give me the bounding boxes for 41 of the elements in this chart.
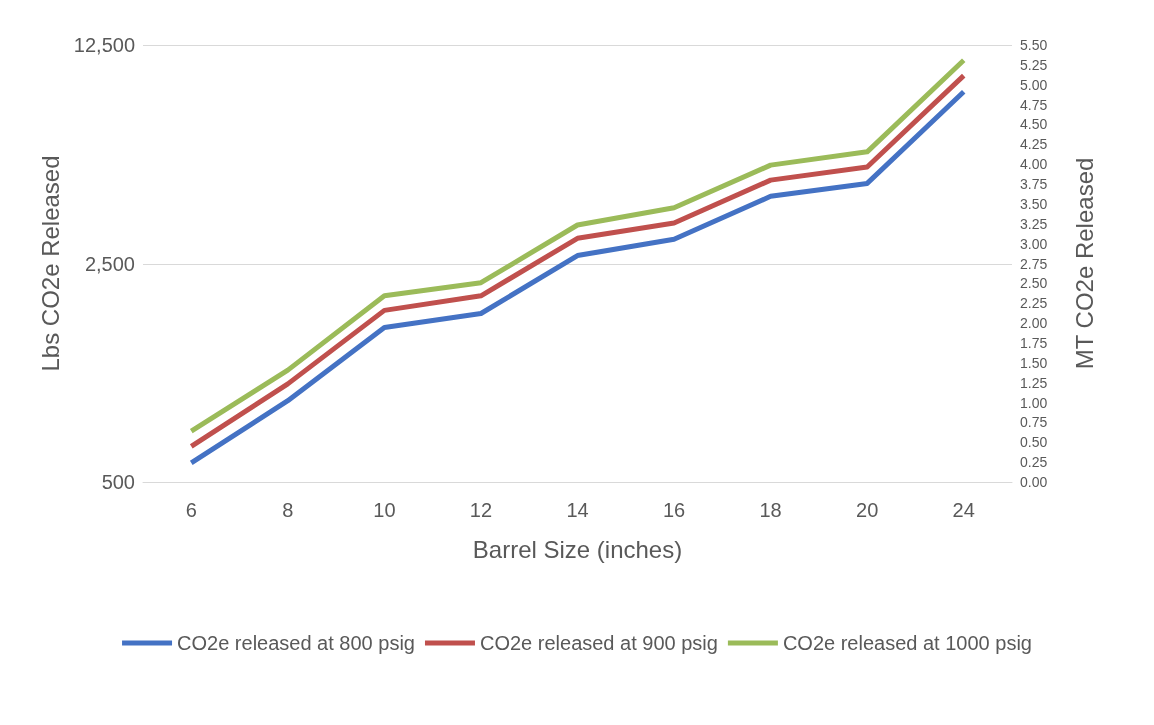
y-tick-label: 2,500 bbox=[84, 252, 135, 275]
y2-tick-label: 2.75 bbox=[1020, 255, 1048, 272]
x-tick-label: 18 bbox=[759, 499, 782, 521]
y-tick-label: 500 bbox=[101, 471, 135, 493]
x-tick-label: 20 bbox=[856, 499, 879, 521]
y2-tick-label: 3.25 bbox=[1020, 215, 1048, 232]
y2-tick-label: 0.00 bbox=[1020, 474, 1048, 490]
y2-tick-label: 1.75 bbox=[1020, 334, 1048, 351]
y2-tick-label: 4.25 bbox=[1020, 136, 1048, 153]
x-tick-label: 8 bbox=[282, 499, 294, 521]
legend-label: CO2e released at 800 psig bbox=[177, 632, 415, 654]
y2-tick-label: 3.75 bbox=[1020, 176, 1048, 193]
x-tick-label: 14 bbox=[566, 499, 589, 521]
y2-tick-label: 4.00 bbox=[1020, 156, 1048, 173]
y2-tick-label: 1.50 bbox=[1020, 354, 1048, 371]
y2-tick-label: 0.25 bbox=[1020, 454, 1048, 471]
y2-tick-label: 4.75 bbox=[1020, 96, 1048, 113]
y2-tick-label: 5.00 bbox=[1020, 76, 1048, 93]
y2-tick-label: 5.25 bbox=[1020, 56, 1048, 73]
x-tick-label: 16 bbox=[662, 499, 686, 521]
y2-tick-label: 0.75 bbox=[1020, 414, 1048, 431]
y2-tick-label: 3.50 bbox=[1020, 195, 1048, 212]
x-tick-label: 12 bbox=[469, 499, 493, 521]
x-axis-title: Barrel Size (inches) bbox=[472, 535, 683, 563]
y-axis-title: Lbs CO2e Released bbox=[37, 155, 65, 372]
y2-tick-label: 2.00 bbox=[1020, 315, 1048, 332]
y-tick-label: 12,500 bbox=[73, 34, 135, 56]
legend-label: CO2e released at 1000 psig bbox=[782, 632, 1032, 654]
x-tick-label: 10 bbox=[373, 499, 396, 521]
y2-axis-title: MT CO2e Released bbox=[1070, 157, 1098, 370]
y2-tick-label: 0.50 bbox=[1020, 434, 1048, 451]
y2-tick-label: 4.50 bbox=[1020, 116, 1048, 133]
y2-tick-label: 5.50 bbox=[1020, 37, 1048, 53]
y2-tick-label: 3.00 bbox=[1020, 235, 1048, 252]
y2-tick-label: 1.00 bbox=[1020, 394, 1048, 411]
x-tick-label: 6 bbox=[185, 499, 197, 521]
x-tick-label: 24 bbox=[952, 499, 975, 521]
y2-tick-label: 2.50 bbox=[1020, 275, 1048, 292]
legend-label: CO2e released at 900 psig bbox=[479, 632, 718, 654]
y2-tick-label: 2.25 bbox=[1020, 295, 1048, 312]
y2-tick-label: 1.25 bbox=[1020, 374, 1048, 391]
